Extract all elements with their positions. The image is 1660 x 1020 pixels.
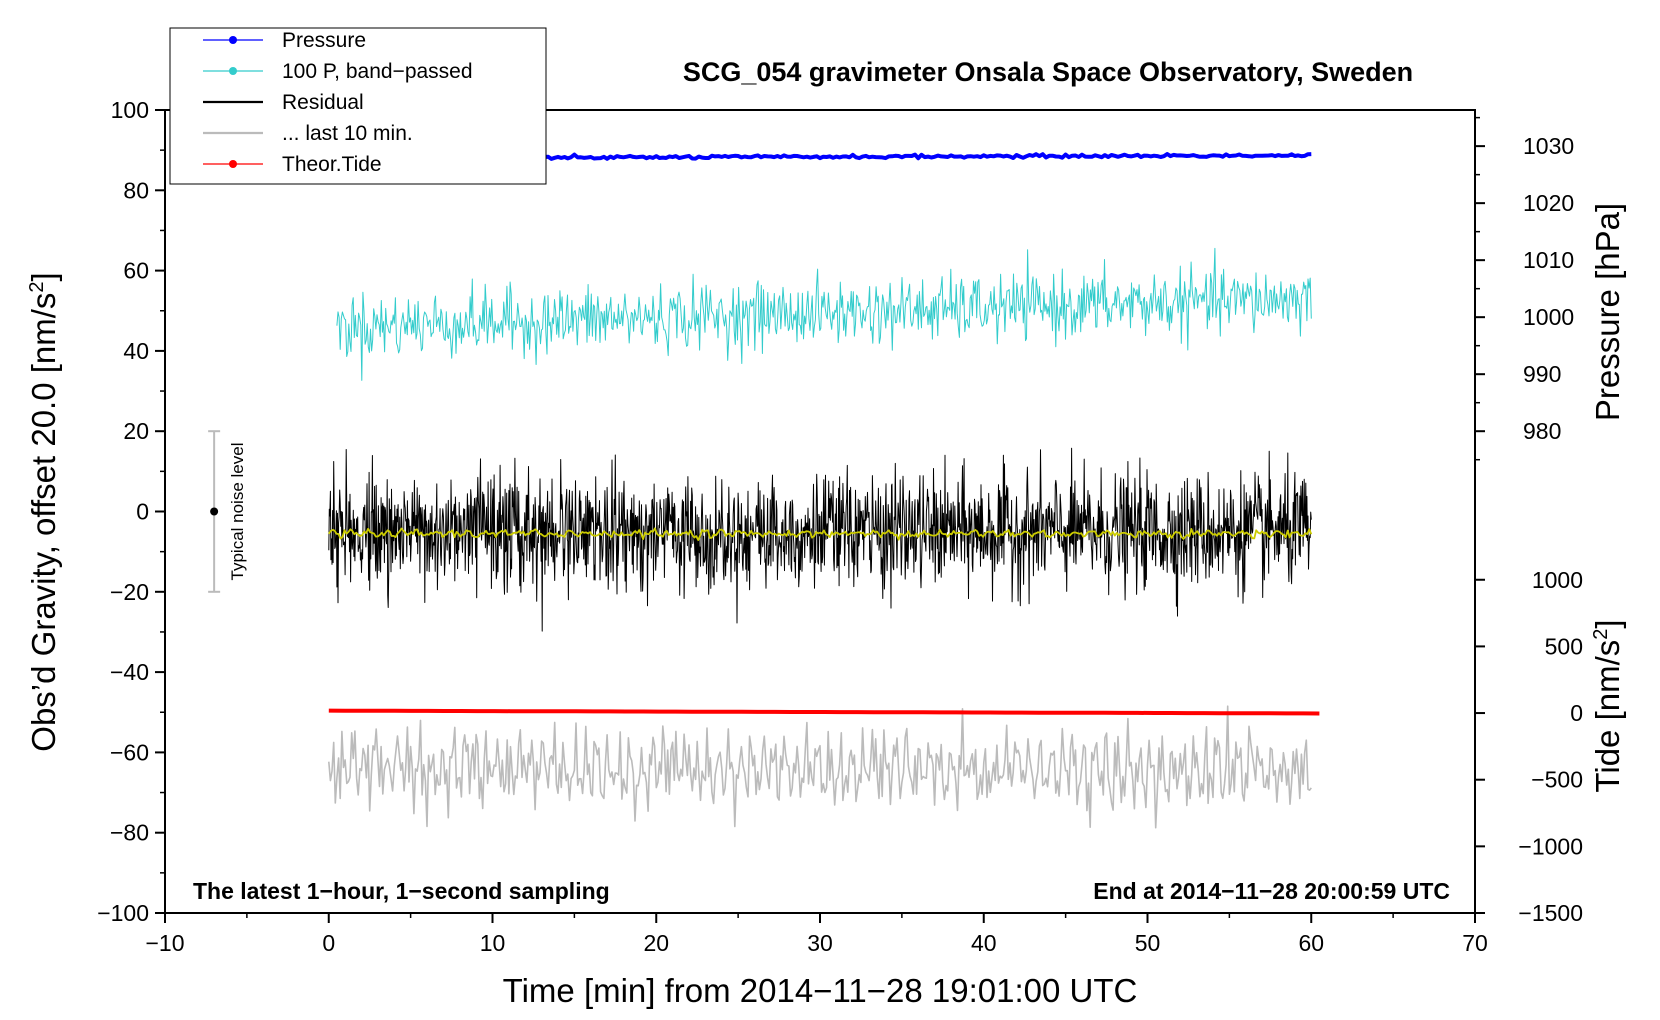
x-tick-label: 30 xyxy=(807,930,833,956)
tide-axis-label-end: ] xyxy=(1589,619,1626,628)
pressure-tick-label: 990 xyxy=(1523,361,1561,387)
legend-item: Theor.Tide xyxy=(203,153,382,176)
y-tick-label: 0 xyxy=(136,499,149,525)
x-tick-label: 20 xyxy=(643,930,669,956)
noise-label: Typical noise level xyxy=(228,443,247,581)
legend: Pressure 100 P, band−passed Residual ... la… xyxy=(169,27,547,185)
legend-item: ... last 10 min. xyxy=(203,122,413,145)
y-axis-label-sup: 2 xyxy=(26,281,48,292)
legend-swatch-marker xyxy=(229,36,237,44)
pressure-axis-label: Pressure [hPa] xyxy=(1589,203,1626,421)
x-tick-label: 60 xyxy=(1298,930,1324,956)
noise-bar: Typical noise level xyxy=(208,430,247,593)
legend-item: Pressure xyxy=(203,29,366,52)
legend-box xyxy=(169,27,547,185)
y-tick-label: 20 xyxy=(123,418,149,444)
y-tick-label: −100 xyxy=(97,900,149,926)
legend-item: Residual xyxy=(203,91,364,114)
legend-swatch-marker xyxy=(229,160,237,168)
series-line xyxy=(328,447,1312,632)
y-axis-label-end: ] xyxy=(25,272,62,281)
x-tick-label: 70 xyxy=(1462,930,1488,956)
legend-label: Residual xyxy=(282,91,364,114)
y-tick-label: 100 xyxy=(111,97,149,123)
y-tick-label: −20 xyxy=(110,579,149,605)
y-tick-label: −60 xyxy=(110,739,149,765)
pressure-tick-label: 980 xyxy=(1523,418,1561,444)
series-line xyxy=(328,705,1312,829)
series-line xyxy=(328,527,1313,541)
chart-title: SCG_054 gravimeter Onsala Space Observat… xyxy=(683,57,1413,87)
x-tick-label: 0 xyxy=(322,930,335,956)
tide-axis-label-sup: 2 xyxy=(1590,629,1612,640)
pressure-tick-label: 1030 xyxy=(1523,133,1574,159)
legend-label: Theor.Tide xyxy=(282,153,382,176)
legend-label: 100 P, band−passed xyxy=(282,60,473,83)
noise-bar-dot xyxy=(210,507,219,516)
tide-tick-label: 1000 xyxy=(1532,567,1583,593)
y-tick-label: 40 xyxy=(123,338,149,364)
x-tick-label: 50 xyxy=(1135,930,1161,956)
series-line xyxy=(336,247,1312,381)
series-line xyxy=(328,708,1320,716)
y-axis-label: Obs’d Gravity, offset 20.0 [nm/s2] xyxy=(25,272,62,751)
tide-tick-label: −1000 xyxy=(1518,833,1583,859)
legend-item: 100 P, band−passed xyxy=(203,60,473,83)
pressure-tick-label: 1010 xyxy=(1523,247,1574,273)
pressure-tick-label: 1020 xyxy=(1523,190,1574,216)
axes-layer: −10 0 10 20 30 40 50 60 70−100−80−60−40−20020406… xyxy=(97,97,1583,956)
y-axis-label-main: Obs’d Gravity, offset 20.0 [nm/s xyxy=(25,293,62,752)
pressure-tick-label: 1000 xyxy=(1523,304,1574,330)
y-tick-label: −80 xyxy=(110,820,149,846)
x-tick-label: −10 xyxy=(145,930,184,956)
legend-label: Pressure xyxy=(282,29,366,52)
annotation-left: The latest 1−hour, 1−second sampling xyxy=(193,878,610,904)
y-tick-label: 80 xyxy=(123,177,149,203)
tide-tick-label: 500 xyxy=(1545,633,1583,659)
tide-tick-label: −1500 xyxy=(1518,900,1583,926)
tide-tick-label: 0 xyxy=(1570,700,1583,726)
x-tick-label: 40 xyxy=(971,930,997,956)
legend-label: ... last 10 min. xyxy=(282,122,413,145)
tide-axis-label: Tide [nm/s2] xyxy=(1589,619,1626,792)
series-layer xyxy=(327,152,1320,829)
y-tick-label: −40 xyxy=(110,659,149,685)
x-tick-label: 10 xyxy=(480,930,506,956)
annotation-right: End at 2014−11−28 20:00:59 UTC xyxy=(1093,878,1450,904)
x-axis-label: Time [min] from 2014−11−28 19:01:00 UTC xyxy=(503,972,1138,1009)
tide-axis-label-main: Tide [nm/s xyxy=(1589,640,1626,793)
y-tick-label: 60 xyxy=(123,258,149,284)
legend-swatch-marker xyxy=(229,67,237,75)
tide-tick-label: −500 xyxy=(1531,767,1583,793)
